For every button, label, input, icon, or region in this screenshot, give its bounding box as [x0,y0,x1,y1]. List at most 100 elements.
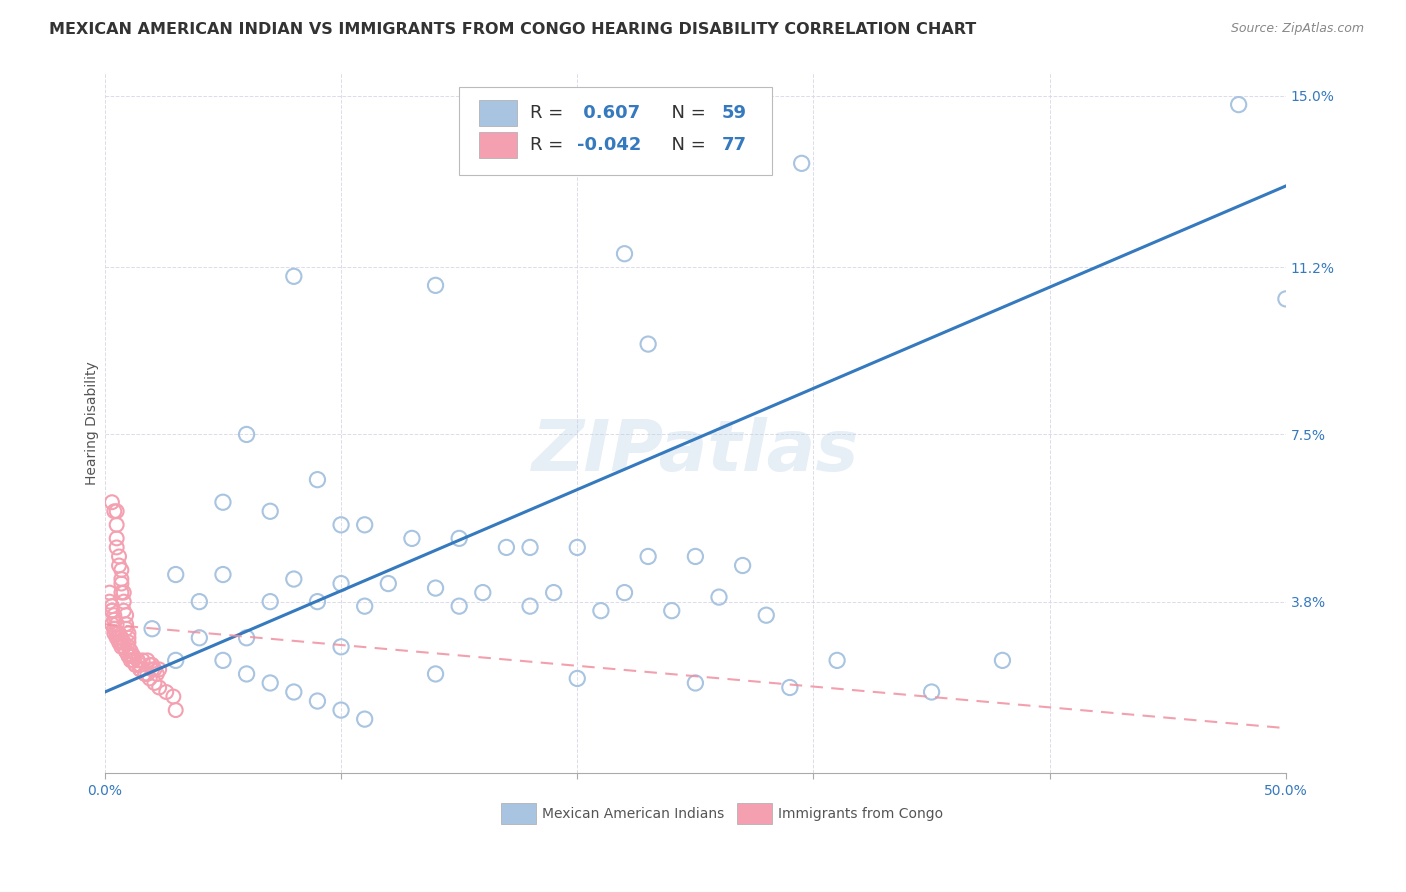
Point [146,667,169,681]
Point [124,657,146,672]
Point [613,585,636,599]
Point [101,604,124,618]
Point [449,532,471,546]
Point [637,549,659,564]
Point [825,653,848,667]
Point [117,631,139,645]
FancyBboxPatch shape [460,87,772,175]
Point [259,504,281,518]
Point [401,532,423,546]
Point [129,662,152,676]
Text: Source: ZipAtlas.com: Source: ZipAtlas.com [1230,22,1364,36]
Point [141,662,163,676]
Point [330,517,353,532]
Point [377,576,399,591]
Point [110,585,132,599]
Point [449,599,471,614]
Point [110,563,132,577]
Point [108,635,131,649]
Text: N =: N = [659,103,711,122]
Point [353,712,375,726]
Text: R =: R = [530,136,569,154]
Point [105,517,128,532]
Point [143,676,166,690]
Point [148,681,170,695]
Point [103,613,125,627]
Point [110,631,132,645]
Point [212,567,235,582]
Point [127,653,149,667]
Point [1275,292,1298,306]
Point [134,667,156,681]
Point [103,626,125,640]
FancyBboxPatch shape [479,132,517,159]
Point [110,635,132,649]
Point [685,549,707,564]
Point [138,672,160,686]
Point [212,495,235,509]
Point [495,541,517,555]
Point [307,473,329,487]
Point [124,657,146,672]
Text: Mexican American Indians: Mexican American Indians [541,807,724,821]
Point [108,549,131,564]
Point [105,541,128,555]
Point [105,617,128,632]
Point [425,667,447,681]
Point [519,541,541,555]
Point [112,635,135,649]
Point [98,594,121,608]
Point [103,504,125,518]
Point [165,567,187,582]
Point [115,644,138,658]
Point [283,572,305,586]
Point [103,608,125,623]
FancyBboxPatch shape [501,804,536,824]
Point [755,608,778,623]
Point [471,585,494,599]
Point [235,667,257,681]
Point [120,648,142,663]
Point [330,703,353,717]
Point [110,640,132,654]
Point [115,622,138,636]
Point [117,640,139,654]
Point [1227,97,1250,112]
Point [117,626,139,640]
Point [425,278,447,293]
Point [661,604,683,618]
Point [165,653,187,667]
Point [307,594,329,608]
Point [637,337,659,351]
Point [519,599,541,614]
Point [105,532,128,546]
Point [136,653,159,667]
Point [212,653,235,667]
Y-axis label: Hearing Disability: Hearing Disability [86,361,100,485]
Point [330,640,353,654]
Text: ZIPatlas: ZIPatlas [531,417,859,485]
Text: -0.042: -0.042 [578,136,641,154]
Point [155,685,177,699]
Point [790,156,813,170]
Point [613,246,636,260]
Point [108,558,131,573]
Point [108,631,131,645]
Point [122,653,145,667]
Point [120,653,142,667]
Point [136,667,159,681]
Point [353,517,375,532]
Text: 77: 77 [721,136,747,154]
Point [134,667,156,681]
Text: MEXICAN AMERICAN INDIAN VS IMMIGRANTS FROM CONGO HEARING DISABILITY CORRELATION : MEXICAN AMERICAN INDIAN VS IMMIGRANTS FR… [49,22,976,37]
FancyBboxPatch shape [479,100,517,126]
Point [589,604,612,618]
FancyBboxPatch shape [737,804,772,824]
Point [283,269,305,284]
Point [105,626,128,640]
Point [143,662,166,676]
Point [141,657,163,672]
Point [103,622,125,636]
Point [188,594,211,608]
Point [112,640,135,654]
